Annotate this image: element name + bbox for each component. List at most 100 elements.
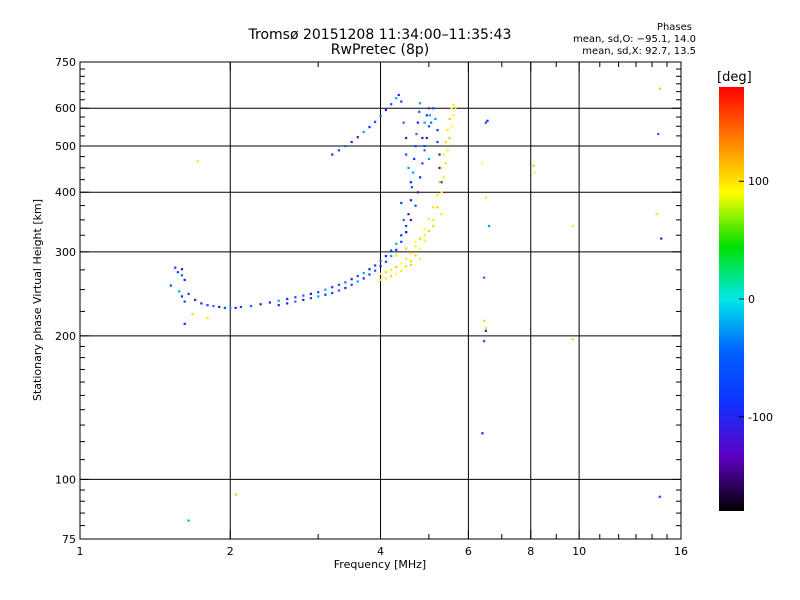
o-mode-point [421,136,424,140]
o-mode-point [419,176,422,179]
o-mode-point [200,302,203,305]
o-mode-point [409,181,412,184]
o-mode-point [484,329,487,332]
o-mode-point [317,291,320,294]
phase-stats-o: mean, sd,O: −95.1, 14.0 [573,34,696,45]
x-mode-point [532,164,535,167]
o-mode-point [187,519,190,522]
o-mode-point [413,157,416,161]
o-mode-point [436,140,439,144]
o-mode-point [434,117,437,121]
phase-stats-x: mean, sd,X: 92.7, 13.5 [582,46,696,57]
o-mode-point [407,166,410,170]
o-mode-point [423,149,426,152]
x-mode-point [395,265,398,269]
x-mode-point [432,218,435,222]
o-mode-point [428,114,431,117]
x-mode-point [409,259,412,263]
o-mode-point [436,129,439,132]
o-mode-point [658,495,661,498]
o-mode-point [249,304,253,308]
phase-stats-heading: Phases [656,22,692,33]
o-mode-point [344,286,347,290]
x-tick-label: 2 [227,545,234,558]
o-mode-point [405,224,408,228]
o-mode-point [324,288,327,291]
o-mode-point [402,121,405,124]
o-mode-point [395,248,398,251]
y-tick-label: 300 [55,246,76,259]
o-mode-point [259,303,262,306]
o-mode-point [660,237,663,240]
o-mode-point [486,119,489,122]
o-mode-point [415,132,418,136]
o-mode-point [350,140,353,144]
o-mode-point [379,114,382,118]
x-tick-label: 1 [77,545,84,558]
x-mode-point [442,176,445,179]
o-mode-point [331,153,334,156]
y-tick-label: 100 [55,473,76,486]
o-mode-point [286,297,289,301]
colorbar-tick-label: -100 [748,411,773,424]
x-mode-point [405,257,408,261]
x-mode-point [234,493,237,496]
x-axis-label: Frequency [MHz] [333,558,427,571]
o-mode-point [337,289,341,292]
o-mode-point [234,306,237,309]
o-mode-point [400,240,403,243]
o-mode-point [356,280,359,283]
o-mode-point [302,298,305,301]
o-mode-point [407,213,410,216]
x-mode-point [436,206,439,209]
o-mode-point [286,302,289,305]
o-mode-point [488,224,491,228]
x-mode-point [419,247,422,250]
o-mode-point [223,306,226,309]
x-mode-point [409,252,412,255]
o-mode-point [331,286,334,289]
o-mode-point [268,301,271,304]
o-mode-point [416,121,419,124]
y-tick-label: 600 [55,102,76,115]
x-mode-point [423,239,426,242]
x-mode-point [414,254,417,257]
o-mode-point [337,149,341,152]
x-mode-point [571,337,574,341]
o-mode-point [206,304,209,307]
o-mode-point [277,304,280,307]
x-mode-point [405,247,408,250]
x-mode-point [414,240,417,243]
o-mode-point [397,93,400,97]
x-mode-point [444,140,447,144]
o-mode-point [194,298,197,301]
o-mode-point [440,181,443,184]
x-mode-point [533,171,536,174]
o-mode-point [309,292,312,295]
o-mode-point [368,268,371,271]
x-mode-point [440,191,443,194]
x-mode-point [450,107,453,110]
o-mode-point [412,171,415,174]
o-mode-point [405,136,408,140]
o-mode-point [212,304,215,308]
o-mode-point [419,102,422,105]
o-mode-point [409,218,412,222]
x-mode-point [379,272,382,275]
o-mode-point [178,290,181,293]
x-mode-point [438,181,441,184]
x-mode-point [452,114,455,117]
o-mode-point [409,199,412,202]
o-mode-point [425,136,428,140]
o-mode-point [427,125,431,128]
x-mode-point [484,326,487,329]
o-mode-point [337,283,341,286]
x-mode-point [419,237,422,240]
x-mode-point [484,196,487,199]
x-mode-point [384,271,388,274]
o-mode-point [421,162,424,165]
o-mode-point [400,201,403,205]
o-mode-point [368,273,371,276]
o-mode-point [402,218,405,222]
o-mode-point [395,242,398,245]
